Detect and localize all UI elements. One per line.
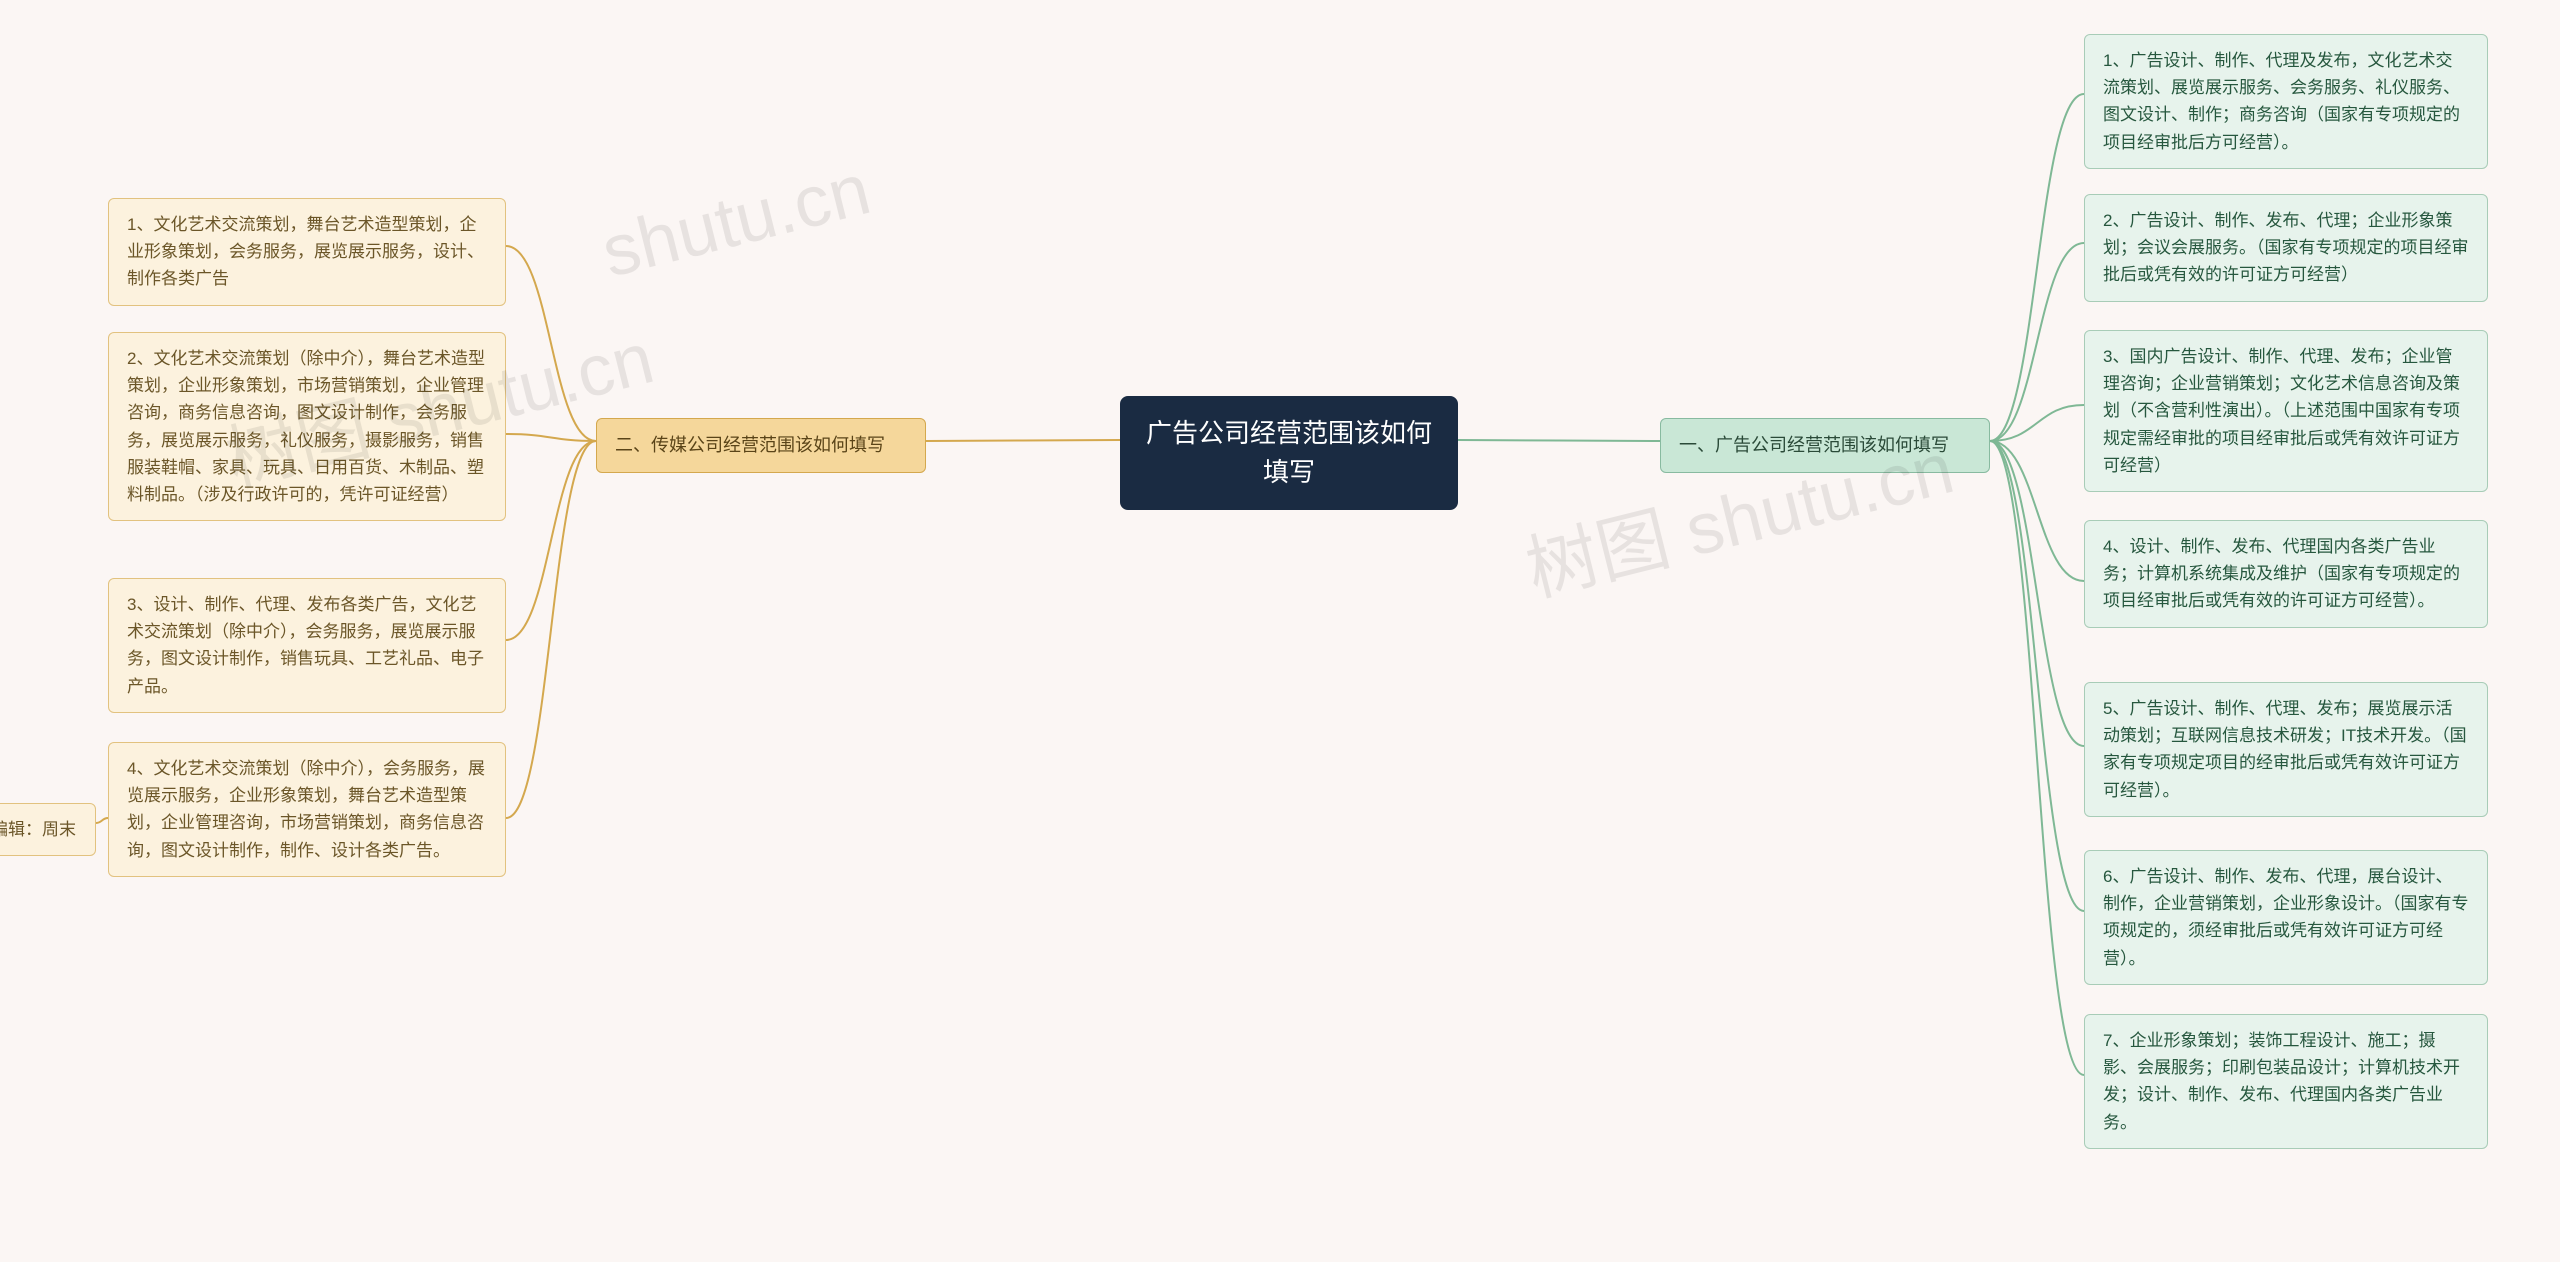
leaf-right-2[interactable]: 2、广告设计、制作、发布、代理；企业形象策划；会议会展服务。（国家有专项规定的项… [2084, 194, 2488, 302]
leaf-right-5[interactable]: 5、广告设计、制作、代理、发布；展览展示活动策划；互联网信息技术研发；IT技术开… [2084, 682, 2488, 817]
leaf-right-7[interactable]: 7、企业形象策划；装饰工程设计、施工；摄影、会展服务；印刷包装品设计；计算机技术… [2084, 1014, 2488, 1149]
watermark-1: shutu.cn [594, 148, 878, 293]
branch-right[interactable]: 一、广告公司经营范围该如何填写 [1660, 418, 1990, 473]
leaf-left-4[interactable]: 4、文化艺术交流策划（除中介），会务服务，展览展示服务，企业形象策划，舞台艺术造… [108, 742, 506, 877]
leaf-right-6[interactable]: 6、广告设计、制作、发布、代理，展台设计、制作，企业营销策划，企业形象设计。（国… [2084, 850, 2488, 985]
leaf-left-2[interactable]: 2、文化艺术交流策划（除中介），舞台艺术造型策划，企业形象策划，市场营销策划，企… [108, 332, 506, 521]
branch-left[interactable]: 二、传媒公司经营范围该如何填写 [596, 418, 926, 473]
leaf-left-editor[interactable]: 责任编辑：周末 [0, 803, 96, 856]
leaf-right-4[interactable]: 4、设计、制作、发布、代理国内各类广告业务；计算机系统集成及维护（国家有专项规定… [2084, 520, 2488, 628]
leaf-right-3[interactable]: 3、国内广告设计、制作、代理、发布；企业管理咨询；企业营销策划；文化艺术信息咨询… [2084, 330, 2488, 492]
leaf-right-1[interactable]: 1、广告设计、制作、代理及发布，文化艺术交流策划、展览展示服务、会务服务、礼仪服… [2084, 34, 2488, 169]
leaf-left-1[interactable]: 1、文化艺术交流策划，舞台艺术造型策划，企业形象策划，会务服务，展览展示服务，设… [108, 198, 506, 306]
mindmap-canvas: 广告公司经营范围该如何填写 一、广告公司经营范围该如何填写 1、广告设计、制作、代理… [0, 0, 2560, 1262]
leaf-left-3[interactable]: 3、设计、制作、代理、发布各类广告，文化艺术交流策划（除中介），会务服务，展览展… [108, 578, 506, 713]
root-node[interactable]: 广告公司经营范围该如何填写 [1120, 396, 1458, 510]
